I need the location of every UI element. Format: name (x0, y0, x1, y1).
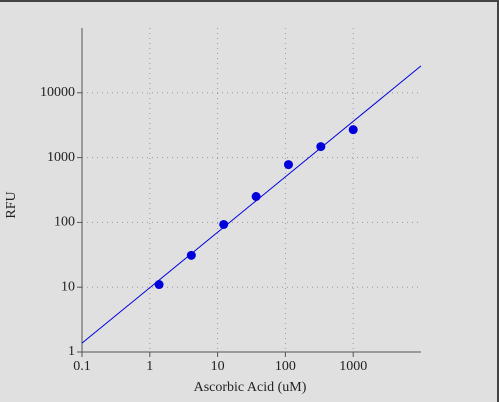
y-tick-label: 1 (68, 344, 75, 359)
y-tick-label: 10000 (40, 85, 75, 100)
x-tick-label: 0.1 (73, 359, 91, 374)
data-point (154, 280, 164, 290)
y-tick-label: 100 (54, 215, 75, 230)
data-point (219, 219, 229, 229)
x-tick-label: 10 (211, 359, 225, 374)
y-axis-label: RFU (4, 191, 19, 218)
x-tick-label: 100 (275, 359, 296, 374)
data-point (186, 250, 196, 260)
x-tick-label: 1000 (339, 359, 367, 374)
data-point (348, 125, 358, 135)
data-point (316, 142, 326, 152)
data-point (251, 192, 261, 202)
fit-line (81, 65, 422, 344)
data-point (283, 160, 293, 170)
y-tick-label: 10 (61, 279, 75, 294)
y-tick-label: 1000 (47, 150, 75, 165)
x-axis-label: Ascorbic Acid (uM) (194, 380, 307, 395)
x-tick-label: 1 (146, 359, 153, 374)
